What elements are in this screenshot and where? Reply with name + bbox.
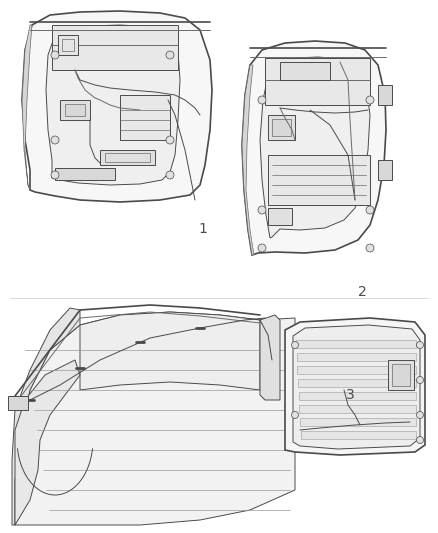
Polygon shape <box>272 119 291 136</box>
Polygon shape <box>55 168 115 180</box>
Polygon shape <box>299 405 416 413</box>
Polygon shape <box>285 318 425 455</box>
Circle shape <box>166 51 174 59</box>
Polygon shape <box>8 396 28 410</box>
Polygon shape <box>100 150 155 165</box>
Circle shape <box>258 206 266 214</box>
Polygon shape <box>46 25 180 185</box>
Polygon shape <box>378 85 392 105</box>
Text: 1: 1 <box>198 222 207 236</box>
Polygon shape <box>60 100 90 120</box>
Polygon shape <box>378 160 392 180</box>
Circle shape <box>366 244 374 252</box>
Polygon shape <box>120 95 170 140</box>
Circle shape <box>166 171 174 179</box>
Circle shape <box>51 171 59 179</box>
Polygon shape <box>242 65 254 255</box>
Text: 3: 3 <box>346 388 355 402</box>
Polygon shape <box>297 366 416 374</box>
Polygon shape <box>242 41 386 255</box>
Polygon shape <box>300 431 416 439</box>
Circle shape <box>258 96 266 104</box>
Polygon shape <box>388 360 414 390</box>
Circle shape <box>166 136 174 144</box>
Polygon shape <box>280 62 330 80</box>
Circle shape <box>417 376 424 384</box>
Polygon shape <box>22 25 32 190</box>
Polygon shape <box>260 315 280 400</box>
Polygon shape <box>265 58 370 105</box>
Polygon shape <box>298 379 416 387</box>
Polygon shape <box>22 11 212 202</box>
Circle shape <box>417 437 424 443</box>
Circle shape <box>292 411 299 418</box>
Circle shape <box>51 51 59 59</box>
Polygon shape <box>293 325 420 449</box>
Polygon shape <box>297 353 416 361</box>
Polygon shape <box>392 364 410 386</box>
Circle shape <box>51 136 59 144</box>
Polygon shape <box>268 155 370 205</box>
Polygon shape <box>12 308 80 525</box>
Circle shape <box>366 206 374 214</box>
Text: 2: 2 <box>358 285 367 299</box>
Polygon shape <box>268 208 292 225</box>
Polygon shape <box>268 115 295 140</box>
Circle shape <box>366 96 374 104</box>
Polygon shape <box>260 57 370 238</box>
Circle shape <box>417 342 424 349</box>
Polygon shape <box>296 340 416 348</box>
Circle shape <box>292 342 299 349</box>
Polygon shape <box>80 312 260 390</box>
Polygon shape <box>15 360 80 525</box>
Polygon shape <box>15 312 295 525</box>
Polygon shape <box>58 35 78 55</box>
Polygon shape <box>300 418 416 426</box>
Circle shape <box>258 244 266 252</box>
Polygon shape <box>299 392 416 400</box>
Circle shape <box>417 411 424 418</box>
Polygon shape <box>65 104 85 116</box>
Polygon shape <box>52 25 178 70</box>
